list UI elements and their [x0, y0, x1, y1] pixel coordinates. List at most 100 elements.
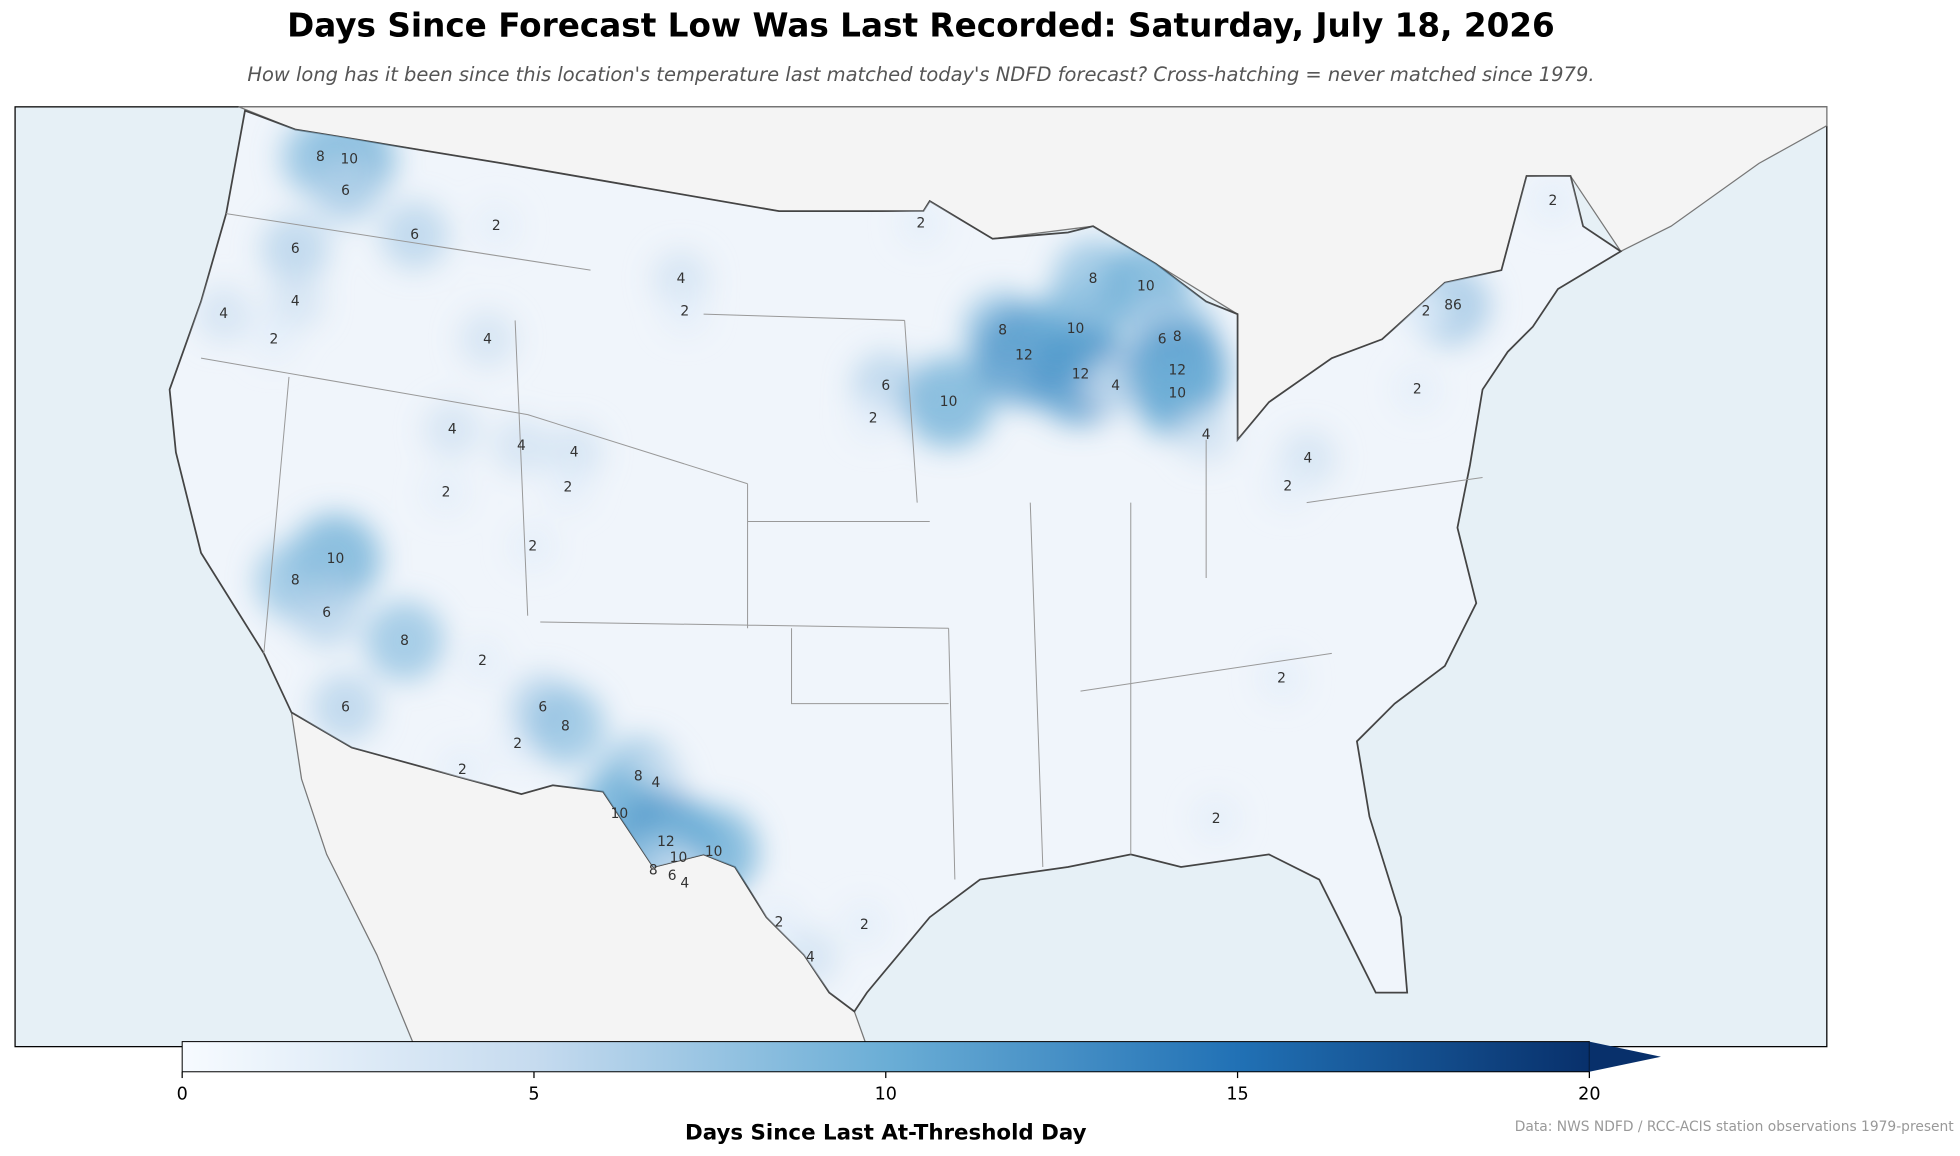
contour-label: 4 [219, 306, 228, 322]
contour-label: 4 [483, 331, 492, 347]
colorbar-extend [1589, 1041, 1661, 1072]
contour-label: 6 [1453, 297, 1462, 313]
heat-spot [525, 686, 606, 766]
contour-label: 2 [458, 762, 467, 778]
contour-label: 12 [1072, 366, 1090, 382]
contour-label: 4 [570, 444, 579, 460]
contour-label: 10 [1067, 321, 1085, 337]
heat-spot [903, 356, 994, 448]
contour-label: 2 [1413, 382, 1422, 398]
contour-label: 8 [291, 573, 300, 589]
contour-label: 6 [881, 378, 890, 394]
contour-label: 2 [775, 914, 784, 930]
colorbar [181, 1041, 1590, 1073]
contour-label: 8 [316, 149, 325, 165]
contour-label: 2 [563, 480, 572, 496]
heat-spot [1394, 366, 1441, 413]
contour-label: 8 [400, 633, 409, 649]
contour-label: 8 [649, 863, 658, 879]
contour-label: 2 [917, 216, 926, 232]
contour-label: 8 [561, 718, 570, 734]
heat-spot [380, 200, 449, 270]
contour-label: 2 [1549, 193, 1558, 209]
heat-spot [261, 214, 330, 283]
heat-spot [1258, 655, 1305, 702]
contour-label: 2 [1283, 478, 1292, 494]
heat-spot [458, 310, 517, 368]
heat-spot [422, 469, 470, 516]
contour-label: 4 [677, 271, 686, 287]
contour-label: 12 [1015, 348, 1033, 364]
contour-label: 8 [1173, 329, 1182, 345]
heat-spot [850, 395, 897, 442]
contour-label: 2 [869, 410, 878, 426]
heat-spot [544, 464, 592, 511]
contour-label: 8 [634, 769, 643, 785]
contour-label: 4 [651, 775, 660, 791]
contour-label: 4 [291, 294, 300, 310]
contour-label: 10 [611, 806, 629, 822]
contour-label: 2 [1422, 304, 1431, 320]
colorbar-tick-label: 5 [528, 1084, 539, 1104]
source-note: Data: NWS NDFD / RCC-ACIS station observ… [1515, 1119, 1955, 1135]
contour-label: 4 [1111, 378, 1120, 394]
contour-label: 2 [680, 304, 689, 320]
contour-label: 10 [340, 152, 358, 168]
heat-spot [459, 637, 506, 685]
colorbar-tick-label: 15 [1226, 1084, 1248, 1104]
contour-label: 4 [680, 875, 689, 891]
contour-label: 4 [806, 949, 815, 965]
contour-label: 4 [1304, 451, 1313, 467]
contour-label: 10 [327, 551, 345, 567]
contour-label: 8 [1089, 271, 1098, 287]
colorbar-tick-label: 0 [177, 1084, 188, 1104]
contour-label: 4 [517, 438, 526, 454]
heat-spot [250, 316, 298, 363]
heat-spot [1177, 406, 1235, 464]
contour-label: 2 [1277, 671, 1286, 687]
contour-label: 2 [1212, 811, 1221, 827]
heat-spot [897, 200, 945, 247]
contour-label: 6 [668, 868, 677, 884]
state-lines [200, 213, 1483, 880]
colorbar-tick-label: 10 [875, 1084, 897, 1104]
contour-label: 6 [1158, 331, 1167, 347]
contour-label: 12 [1168, 363, 1186, 379]
contour-label: 6 [291, 241, 300, 257]
contour-label: 4 [448, 422, 457, 438]
contour-label: 2 [492, 218, 501, 234]
heat-spot [292, 579, 361, 648]
heat-spot [661, 288, 708, 335]
heat-spot [423, 401, 481, 459]
contour-label: 6 [341, 183, 350, 199]
colorbar-label: Days Since Last At-Threshold Day [685, 1120, 1087, 1145]
contour-label: 6 [322, 605, 331, 621]
contour-label: 2 [860, 917, 869, 933]
heat-spot [1529, 177, 1577, 225]
contour-label: 10 [705, 844, 723, 860]
map-subtitle: How long has it been since this location… [247, 63, 1594, 86]
heat-spot [492, 417, 551, 475]
contour-label: 10 [1168, 385, 1186, 401]
us-land [168, 109, 1623, 1013]
contour-label: 10 [1137, 279, 1155, 295]
contour-label: 2 [528, 539, 537, 555]
heat-spot [1264, 463, 1311, 510]
heat-spot [1193, 796, 1240, 843]
contour-label: 2 [442, 485, 451, 501]
contour-label: 8 [998, 322, 1007, 338]
colorbar-tick-label: 20 [1578, 1084, 1600, 1104]
contour-label: 2 [478, 653, 487, 669]
heat-spot [364, 601, 445, 681]
contour-label: 6 [410, 227, 419, 243]
contour-label: 10 [670, 850, 688, 866]
contour-label: 6 [341, 699, 350, 715]
contour-label: 12 [657, 834, 675, 850]
contour-label: 4 [1202, 427, 1211, 443]
contour-label: 2 [513, 736, 522, 752]
heat-spot [841, 901, 888, 948]
heat-spot [311, 673, 380, 742]
contour-label: 8 [1444, 297, 1453, 313]
contour-label: 6 [538, 699, 547, 715]
